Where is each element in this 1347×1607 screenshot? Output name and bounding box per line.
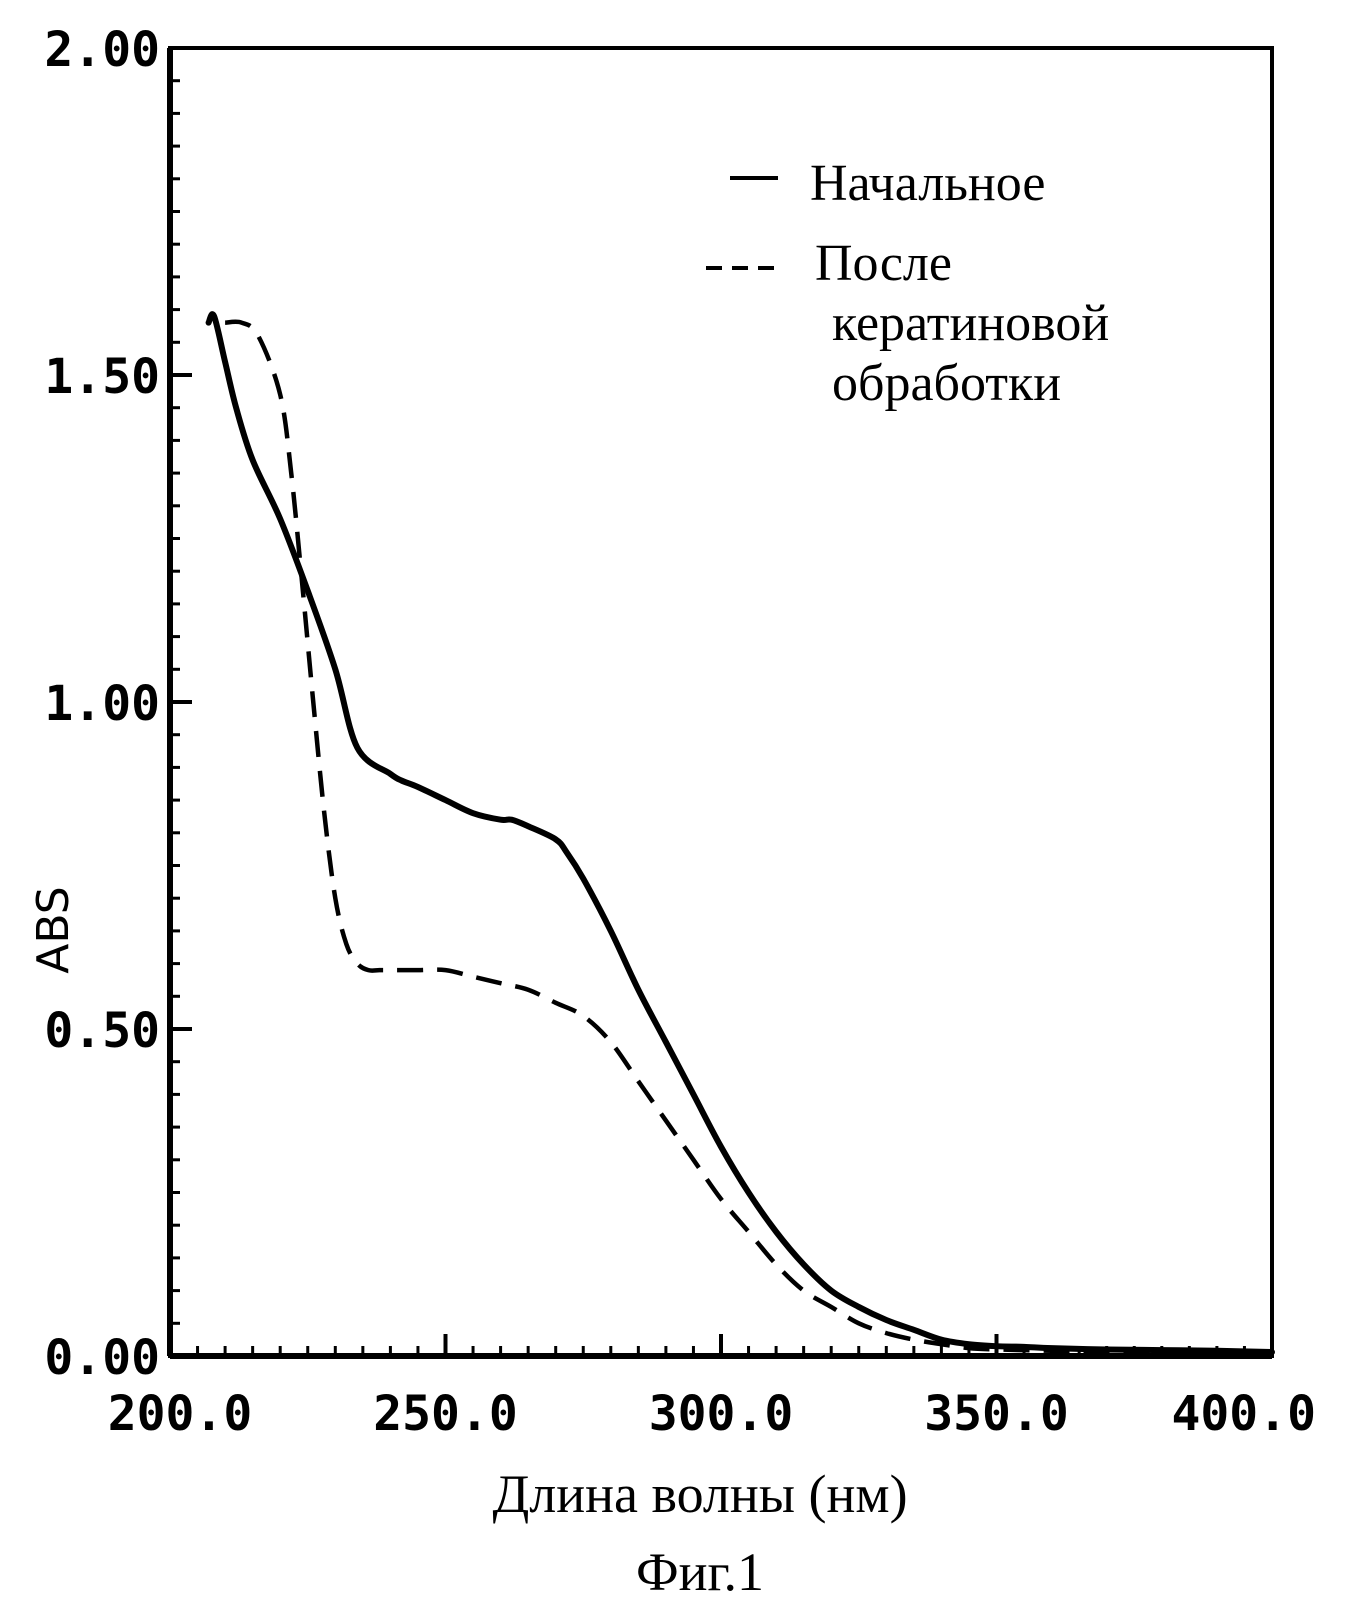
y-axis-title: ABS	[28, 886, 79, 973]
y-tick-label: 1.00	[44, 676, 160, 732]
x-tick-label: 300.0	[649, 1386, 794, 1442]
major-ticks	[170, 48, 1272, 1356]
series-line-after-treatment	[225, 322, 1272, 1353]
y-tick-labels: 0.00 0.50 1.00 1.50 2.00	[44, 22, 160, 1386]
x-axis-title: Длина волны (нм)	[492, 1464, 907, 1524]
legend-label-treated: После кератиновой обработки	[815, 235, 1122, 412]
legend-label-initial: Начальное	[810, 155, 1045, 212]
y-tick-label: 1.50	[44, 349, 160, 405]
legend-label-treated-line-1: После	[815, 235, 952, 292]
minor-ticks	[170, 48, 1272, 1356]
x-tick-label: 250.0	[373, 1386, 518, 1442]
x-tick-label: 200.0	[108, 1386, 253, 1442]
y-tick-label: 2.00	[44, 22, 160, 78]
series-layer	[209, 314, 1272, 1353]
x-tick-label: 400.0	[1172, 1386, 1317, 1442]
y-tick-label: 0.00	[44, 1330, 160, 1386]
x-tick-label: 350.0	[924, 1386, 1069, 1442]
legend-label-treated-line-2: кератиновой	[832, 295, 1109, 352]
x-tick-labels: 200.0 250.0 300.0 350.0 400.0	[108, 1386, 1316, 1442]
legend: Начальное После кератиновой обработки	[706, 155, 1122, 412]
y-tick-label: 0.50	[44, 1003, 160, 1059]
series-line-initial	[209, 314, 1272, 1352]
legend-label-treated-line-3: обработки	[832, 355, 1061, 412]
figure-caption: Фиг.1	[636, 1542, 764, 1602]
plot-frame	[170, 48, 1272, 1356]
